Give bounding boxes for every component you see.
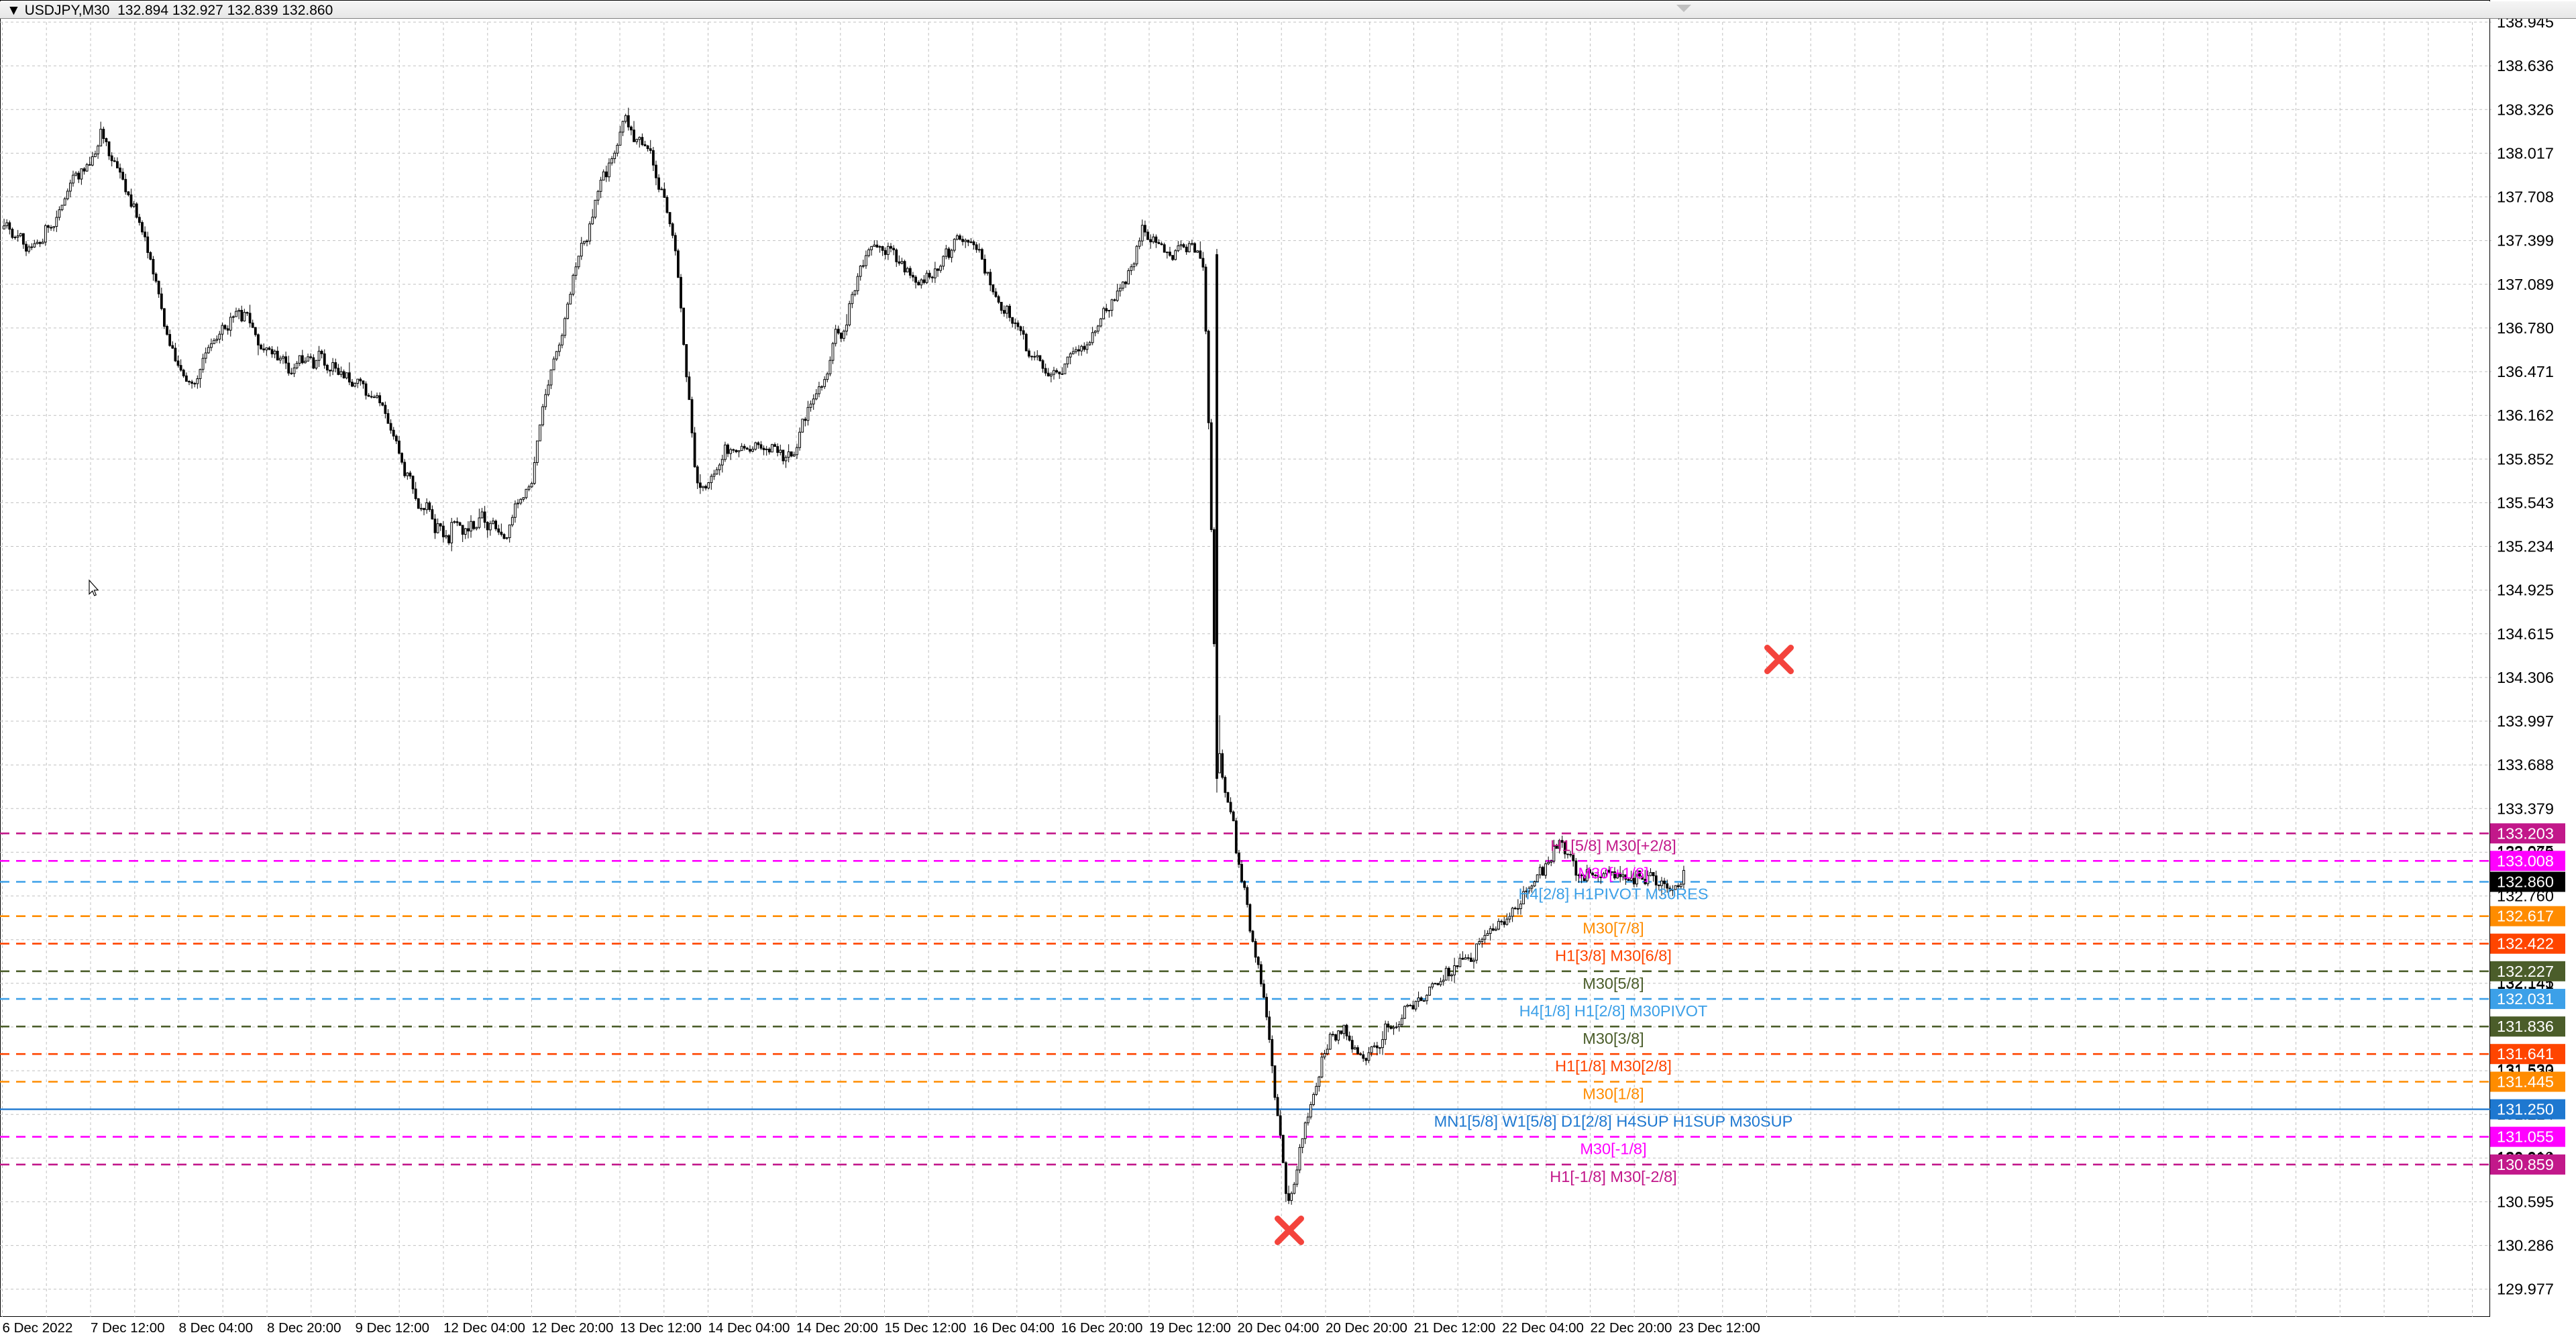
svg-text:138.636: 138.636 (2497, 57, 2554, 74)
svg-text:131.055: 131.055 (2497, 1128, 2554, 1146)
svg-text:130.286: 130.286 (2497, 1237, 2554, 1254)
svg-text:133.203: 133.203 (2497, 824, 2554, 842)
svg-text:131.250: 131.250 (2497, 1101, 2554, 1118)
svg-text:131.641: 131.641 (2497, 1045, 2554, 1063)
svg-text:20 Dec 20:00: 20 Dec 20:00 (1326, 1320, 1407, 1336)
svg-text:H1[-1/8] M30[-2/8]: H1[-1/8] M30[-2/8] (1550, 1168, 1676, 1185)
svg-text:135.543: 135.543 (2497, 494, 2554, 511)
svg-text:7 Dec 12:00: 7 Dec 12:00 (91, 1320, 165, 1336)
svg-text:H1[5/8] M30[+2/8]: H1[5/8] M30[+2/8] (1550, 837, 1676, 854)
svg-text:M30[1/8]: M30[1/8] (1582, 1085, 1644, 1103)
svg-text:21 Dec 12:00: 21 Dec 12:00 (1414, 1320, 1496, 1336)
svg-text:133.008: 133.008 (2497, 852, 2554, 869)
svg-text:134.306: 134.306 (2497, 669, 2554, 686)
svg-text:12 Dec 20:00: 12 Dec 20:00 (532, 1320, 614, 1336)
svg-text:MN1[5/8] W1[5/8] D1[2/8] H4SUP: MN1[5/8] W1[5/8] D1[2/8] H4SUP H1SUP M30… (1434, 1113, 1793, 1130)
svg-text:136.162: 136.162 (2497, 407, 2554, 424)
svg-text:8 Dec 20:00: 8 Dec 20:00 (267, 1320, 341, 1336)
svg-text:H4[2/8] H1PIVOT M30RES: H4[2/8] H1PIVOT M30RES (1519, 886, 1709, 903)
svg-text:15 Dec 12:00: 15 Dec 12:00 (885, 1320, 967, 1336)
svg-text:M30[+1/8]: M30[+1/8] (1578, 864, 1648, 881)
svg-text:136.471: 136.471 (2497, 363, 2554, 380)
svg-text:H4[1/8] H1[2/8] M30PIVOT: H4[1/8] H1[2/8] M30PIVOT (1519, 1002, 1708, 1020)
svg-text:129.977: 129.977 (2497, 1281, 2554, 1298)
svg-text:132.860: 132.860 (2497, 873, 2554, 891)
svg-text:137.708: 137.708 (2497, 189, 2554, 206)
svg-text:136.780: 136.780 (2497, 319, 2554, 337)
svg-text:133.379: 133.379 (2497, 800, 2554, 817)
svg-text:8 Dec 04:00: 8 Dec 04:00 (179, 1320, 254, 1336)
svg-text:135.234: 135.234 (2497, 538, 2554, 555)
svg-text:132.227: 132.227 (2497, 963, 2554, 980)
svg-text:133.997: 133.997 (2497, 712, 2554, 730)
svg-text:134.925: 134.925 (2497, 582, 2554, 599)
svg-text:16 Dec 04:00: 16 Dec 04:00 (973, 1320, 1055, 1336)
svg-text:137.089: 137.089 (2497, 276, 2554, 293)
svg-text:H1[1/8] M30[2/8]: H1[1/8] M30[2/8] (1555, 1057, 1672, 1075)
svg-text:M30[-1/8]: M30[-1/8] (1580, 1140, 1646, 1158)
svg-text:22 Dec 20:00: 22 Dec 20:00 (1591, 1320, 1672, 1336)
svg-text:131.445: 131.445 (2497, 1073, 2554, 1091)
svg-text:23 Dec 12:00: 23 Dec 12:00 (1678, 1320, 1760, 1336)
svg-text:132.422: 132.422 (2497, 935, 2554, 953)
svg-text:14 Dec 20:00: 14 Dec 20:00 (796, 1320, 878, 1336)
svg-text:13 Dec 12:00: 13 Dec 12:00 (620, 1320, 702, 1336)
svg-text:138.326: 138.326 (2497, 101, 2554, 118)
svg-text:M30[7/8]: M30[7/8] (1582, 920, 1644, 937)
svg-text:131.836: 131.836 (2497, 1018, 2554, 1035)
svg-text:22 Dec 04:00: 22 Dec 04:00 (1502, 1320, 1584, 1336)
svg-text:14 Dec 04:00: 14 Dec 04:00 (708, 1320, 790, 1336)
svg-text:19 Dec 12:00: 19 Dec 12:00 (1149, 1320, 1231, 1336)
svg-text:9 Dec 12:00: 9 Dec 12:00 (356, 1320, 430, 1336)
svg-text:132.617: 132.617 (2497, 908, 2554, 925)
svg-text:133.688: 133.688 (2497, 756, 2554, 773)
svg-text:12 Dec 04:00: 12 Dec 04:00 (443, 1320, 525, 1336)
svg-text:134.615: 134.615 (2497, 625, 2554, 643)
svg-text:16 Dec 20:00: 16 Dec 20:00 (1061, 1320, 1143, 1336)
svg-text:135.852: 135.852 (2497, 450, 2554, 468)
svg-text:137.399: 137.399 (2497, 232, 2554, 250)
svg-text:20 Dec 04:00: 20 Dec 04:00 (1238, 1320, 1320, 1336)
svg-text:130.595: 130.595 (2497, 1193, 2554, 1211)
svg-text:H1[3/8] M30[6/8]: H1[3/8] M30[6/8] (1555, 947, 1672, 965)
svg-text:6 Dec 2022: 6 Dec 2022 (3, 1320, 73, 1336)
svg-text:138.017: 138.017 (2497, 144, 2554, 162)
svg-text:M30[3/8]: M30[3/8] (1582, 1030, 1644, 1047)
svg-text:M30[5/8]: M30[5/8] (1582, 975, 1644, 992)
svg-text:130.859: 130.859 (2497, 1156, 2554, 1173)
svg-text:132.031: 132.031 (2497, 990, 2554, 1008)
